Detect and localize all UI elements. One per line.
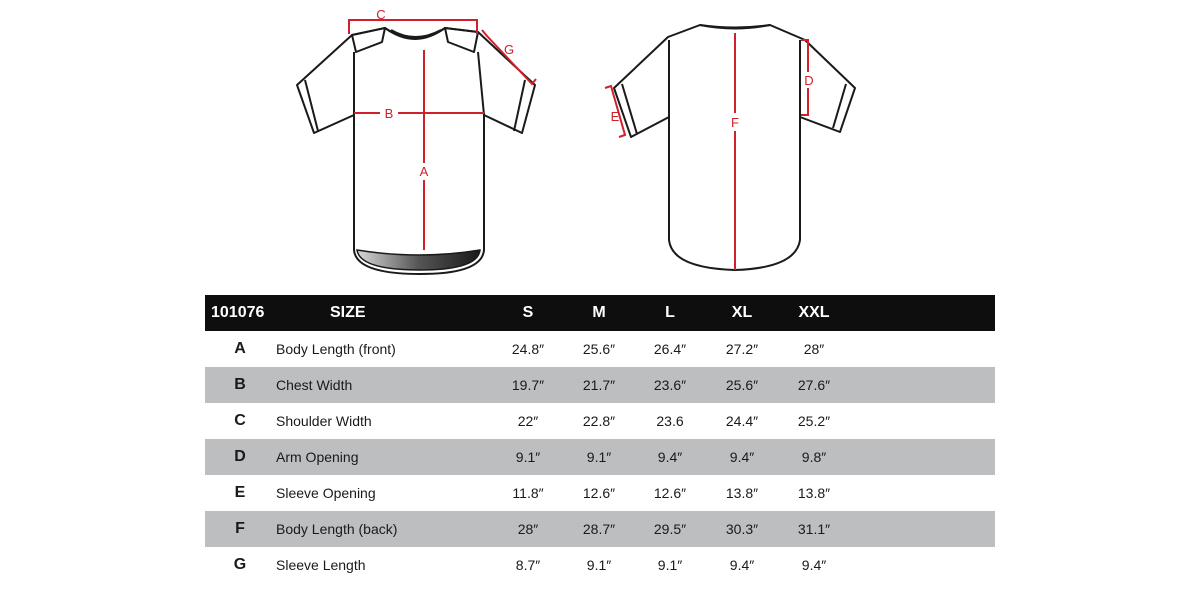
table-header-row: 101076 SIZE S M L XL XXL	[205, 295, 995, 331]
label-b: B	[385, 106, 394, 121]
table-row: C Shoulder Width 22″ 22.8″ 23.6 24.4″ 25…	[205, 403, 995, 439]
value-xl: 27.2″	[725, 341, 759, 357]
value-xl: 25.6″	[725, 377, 759, 393]
value-l: 9.1″	[657, 557, 683, 573]
size-header-m: M	[592, 304, 606, 321]
measure-name: Body Length (front)	[276, 341, 396, 357]
value-xl: 30.3″	[725, 521, 759, 537]
value-s: 28″	[517, 521, 539, 537]
value-l: 29.5″	[653, 521, 687, 537]
table-row: D Arm Opening 9.1″ 9.1″ 9.4″ 9.4″ 9.8″	[205, 439, 995, 475]
table-row: E Sleeve Opening 11.8″ 12.6″ 12.6″ 13.8″…	[205, 475, 995, 511]
model-number: 101076	[211, 304, 265, 321]
measure-code: G	[233, 556, 247, 573]
value-xxl: 25.2″	[797, 413, 831, 429]
value-xl: 24.4″	[725, 413, 759, 429]
value-m: 21.7″	[582, 377, 616, 393]
value-s: 19.7″	[511, 377, 545, 393]
value-xxl: 27.6″	[797, 377, 831, 393]
size-chart-table: 101076 SIZE S M L XL XXL A Body Length (…	[205, 295, 995, 583]
table-row: F Body Length (back) 28″ 28.7″ 29.5″ 30.…	[205, 511, 995, 547]
value-xl: 9.4″	[729, 557, 755, 573]
value-xl: 9.4″	[729, 449, 755, 465]
value-s: 22″	[517, 413, 539, 429]
value-m: 9.1″	[586, 557, 612, 573]
label-f: F	[731, 115, 739, 130]
size-header-xxl: XXL	[798, 304, 830, 321]
front-shirt-outline	[296, 27, 536, 275]
size-header-s: S	[522, 304, 534, 321]
size-header-l: L	[665, 304, 675, 321]
size-column-header: SIZE	[330, 304, 366, 321]
value-xxl: 28″	[803, 341, 825, 357]
value-l: 26.4″	[653, 341, 687, 357]
value-l: 23.6	[656, 413, 684, 429]
measure-name: Shoulder Width	[276, 413, 372, 429]
measurement-lines	[348, 19, 809, 270]
measure-name: Chest Width	[276, 377, 353, 393]
value-xl: 13.8″	[725, 485, 759, 501]
measure-name: Arm Opening	[276, 449, 359, 465]
measure-code: B	[234, 376, 246, 393]
measure-code: D	[234, 448, 246, 465]
table-row: A Body Length (front) 24.8″ 25.6″ 26.4″ …	[205, 331, 995, 367]
value-s: 24.8″	[511, 341, 545, 357]
front-hem-band	[356, 249, 481, 271]
size-header-xl: XL	[731, 304, 753, 321]
measure-code: F	[235, 520, 245, 537]
value-s: 8.7″	[515, 557, 541, 573]
measure-name: Body Length (back)	[276, 521, 398, 537]
value-xxl: 13.8″	[797, 485, 831, 501]
value-xxl: 9.4″	[801, 557, 827, 573]
value-m: 22.8″	[582, 413, 616, 429]
value-xxl: 9.8″	[801, 449, 827, 465]
measurement-diagrams: C G B A E D F	[296, 7, 856, 275]
label-a: A	[420, 164, 429, 179]
label-d: D	[804, 73, 813, 88]
table-row: G Sleeve Length 8.7″ 9.1″ 9.1″ 9.4″ 9.4″	[205, 547, 995, 583]
value-xxl: 31.1″	[797, 521, 831, 537]
measure-code: C	[234, 412, 246, 429]
value-m: 28.7″	[582, 521, 616, 537]
value-l: 23.6″	[653, 377, 687, 393]
value-m: 9.1″	[586, 449, 612, 465]
value-s: 9.1″	[515, 449, 541, 465]
measure-name: Sleeve Length	[276, 557, 366, 573]
label-g: G	[504, 42, 514, 57]
value-l: 9.4″	[657, 449, 683, 465]
measure-name: Sleeve Opening	[276, 485, 376, 501]
measurement-labels: C G B A E D F	[376, 7, 813, 179]
value-l: 12.6″	[653, 485, 687, 501]
value-m: 12.6″	[582, 485, 616, 501]
table-row: B Chest Width 19.7″ 21.7″ 23.6″ 25.6″ 27…	[205, 367, 995, 403]
label-c: C	[376, 7, 385, 22]
label-e: E	[611, 109, 620, 124]
measure-code: A	[234, 340, 246, 357]
value-m: 25.6″	[582, 341, 616, 357]
value-s: 11.8″	[512, 485, 544, 501]
measure-code: E	[234, 484, 246, 501]
